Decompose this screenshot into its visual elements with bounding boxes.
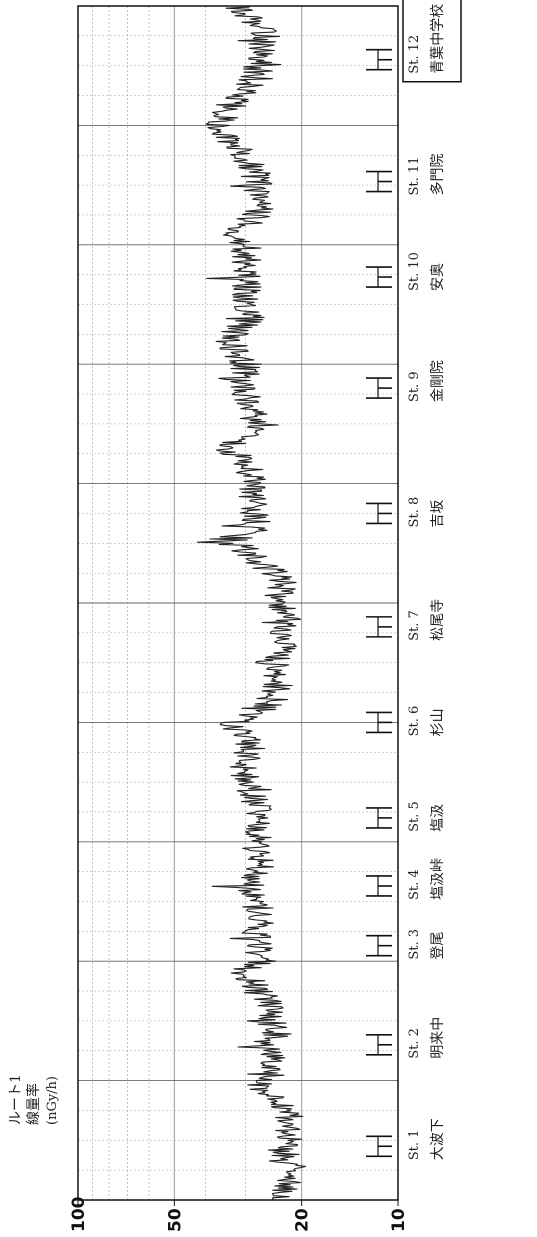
station-marker: St. 8 吉坂 [366,497,446,528]
station-name: 塩汲 [430,804,446,832]
station-marker: St. 10 安奥 [366,252,446,291]
station-marker: St. 11 多門院 [366,154,446,196]
station-id: St. 2 [407,1028,422,1059]
y-axis-ticks: 100 50 20 10 [69,1196,409,1232]
station-name: 明来中 [430,1017,446,1059]
station-id: St. 8 [407,497,422,528]
y-axis-label: 線量率 [25,1083,42,1125]
station-name: 松尾寺 [430,599,446,641]
station-name: 安奥 [429,263,446,291]
station-marker: St. 3 登尾 [366,929,446,960]
dose-rate-series [196,5,307,1201]
station-id: St. 11 [407,157,422,196]
plot-frame [77,5,399,1201]
chart-title: ルート1 [8,1074,24,1125]
station-id: St. 1 [407,1130,422,1161]
station-id: St. 7 [407,610,422,641]
y-tick-label: 20 [293,1208,313,1232]
station-marker: St. 9 金剛院 [366,360,446,402]
station-marker: St. 7 松尾寺 [366,599,446,641]
station-marker: St. 1 大波下 [366,1118,446,1160]
station-name: 多門院 [429,154,446,196]
station-name: 塩汲峠 [430,858,446,900]
station-id: St. 4 [407,869,422,900]
station-id: St. 9 [407,371,422,402]
station-marker: St. 6 杉山 [366,706,446,737]
y-tick-label: 10 [389,1208,409,1232]
station-name: 大波下 [430,1118,446,1160]
y-axis-title: ルート1 線量率 (nGy/h) [8,1074,60,1125]
station-id: St. 3 [407,929,422,960]
station-name: 金剛院 [430,360,446,402]
station-marker: St. 4 塩汲峠 [366,858,446,900]
station-marker: St. 5 塩汲 [366,801,446,832]
station-name: 吉坂 [430,499,446,527]
station-marker: St. 2 明来中 [366,1017,446,1059]
station-highlight-box [402,0,462,83]
y-tick-label: 50 [165,1208,185,1232]
station-id: St. 5 [407,801,422,832]
y-tick-label: 100 [69,1196,89,1232]
station-id: St. 12 [407,35,422,74]
station-name: 杉山 [430,708,446,736]
station-name: 登尾 [430,932,446,960]
station-id: St. 6 [407,706,422,737]
grid-lines [78,6,398,1200]
station-id: St. 10 [407,252,422,291]
y-axis-unit: (nGy/h) [45,1076,60,1125]
station-marker: St. 12 青葉中学校 [366,0,462,83]
station-name: 青葉中学校 [429,4,446,74]
